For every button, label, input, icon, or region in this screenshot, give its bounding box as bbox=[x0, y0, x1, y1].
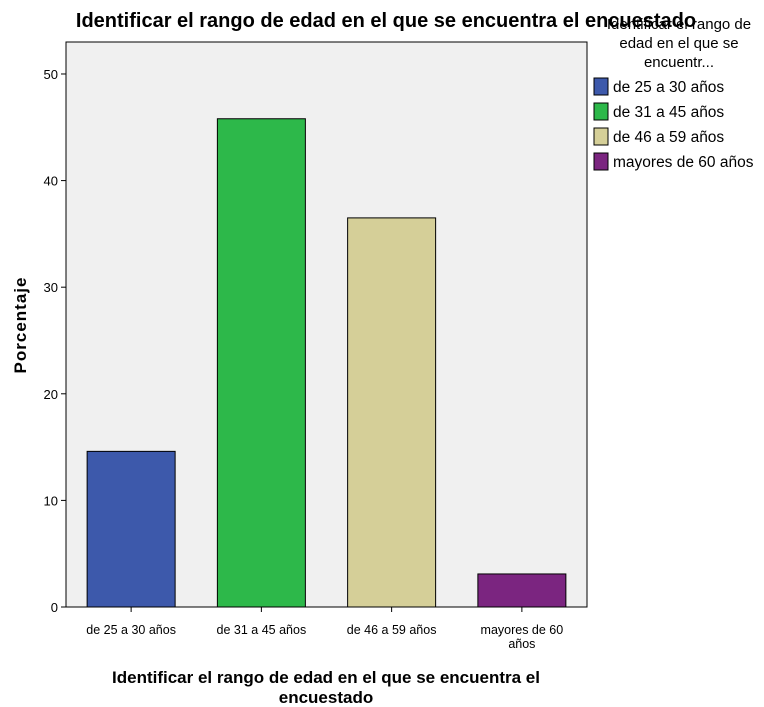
y-tick-label: 20 bbox=[44, 387, 58, 402]
legend-title-line-2: edad en el que se bbox=[619, 35, 738, 52]
y-tick-label: 10 bbox=[44, 493, 58, 508]
x-tick-label: de 31 a 45 años bbox=[217, 623, 307, 637]
y-tick-label: 0 bbox=[51, 600, 58, 615]
x-axis-label-line-2: encuestado bbox=[279, 688, 373, 707]
legend-title-line-1: Identificar el rango de bbox=[607, 16, 751, 33]
y-tick-label: 30 bbox=[44, 280, 58, 295]
legend-swatch bbox=[593, 102, 609, 121]
legend-entries: de 25 a 30 años de 31 a 45 años de 46 a 59… bbox=[593, 77, 754, 171]
y-axis: 0 10 20 30 40 50 bbox=[44, 67, 66, 615]
x-axis-label-line-1: Identificar el rango de edad en el que s… bbox=[112, 668, 540, 687]
chart-title: Identificar el rango de edad en el que s… bbox=[76, 10, 696, 32]
legend-entry-label: de 31 a 45 años bbox=[613, 104, 724, 121]
x-tick-label: de 25 a 30 años bbox=[86, 623, 176, 637]
y-axis-label: Porcentaje bbox=[11, 277, 30, 374]
bar bbox=[86, 450, 176, 608]
legend-swatch bbox=[593, 152, 609, 171]
legend-swatch bbox=[593, 127, 609, 146]
bar bbox=[347, 217, 437, 608]
legend: Identificar el rango de edad en el que s… bbox=[593, 16, 754, 171]
bar bbox=[477, 573, 567, 608]
y-tick-label: 50 bbox=[44, 67, 58, 82]
y-tick-label: 40 bbox=[44, 174, 58, 189]
x-tick-label: años bbox=[508, 637, 535, 651]
legend-entry-label: mayores de 60 años bbox=[613, 154, 754, 171]
legend-entry-label: de 25 a 30 años bbox=[613, 79, 724, 96]
legend-title-line-3: encuentr... bbox=[644, 54, 714, 71]
x-tick-label: de 46 a 59 años bbox=[347, 623, 437, 637]
bar bbox=[216, 118, 306, 608]
bars-group bbox=[86, 118, 567, 608]
legend-entry-label: de 46 a 59 años bbox=[613, 129, 724, 146]
legend-swatch bbox=[593, 77, 609, 96]
x-tick-label: mayores de 60 bbox=[481, 623, 564, 637]
x-axis: de 25 a 30 años de 31 a 45 años de 46 a 59… bbox=[86, 607, 563, 651]
